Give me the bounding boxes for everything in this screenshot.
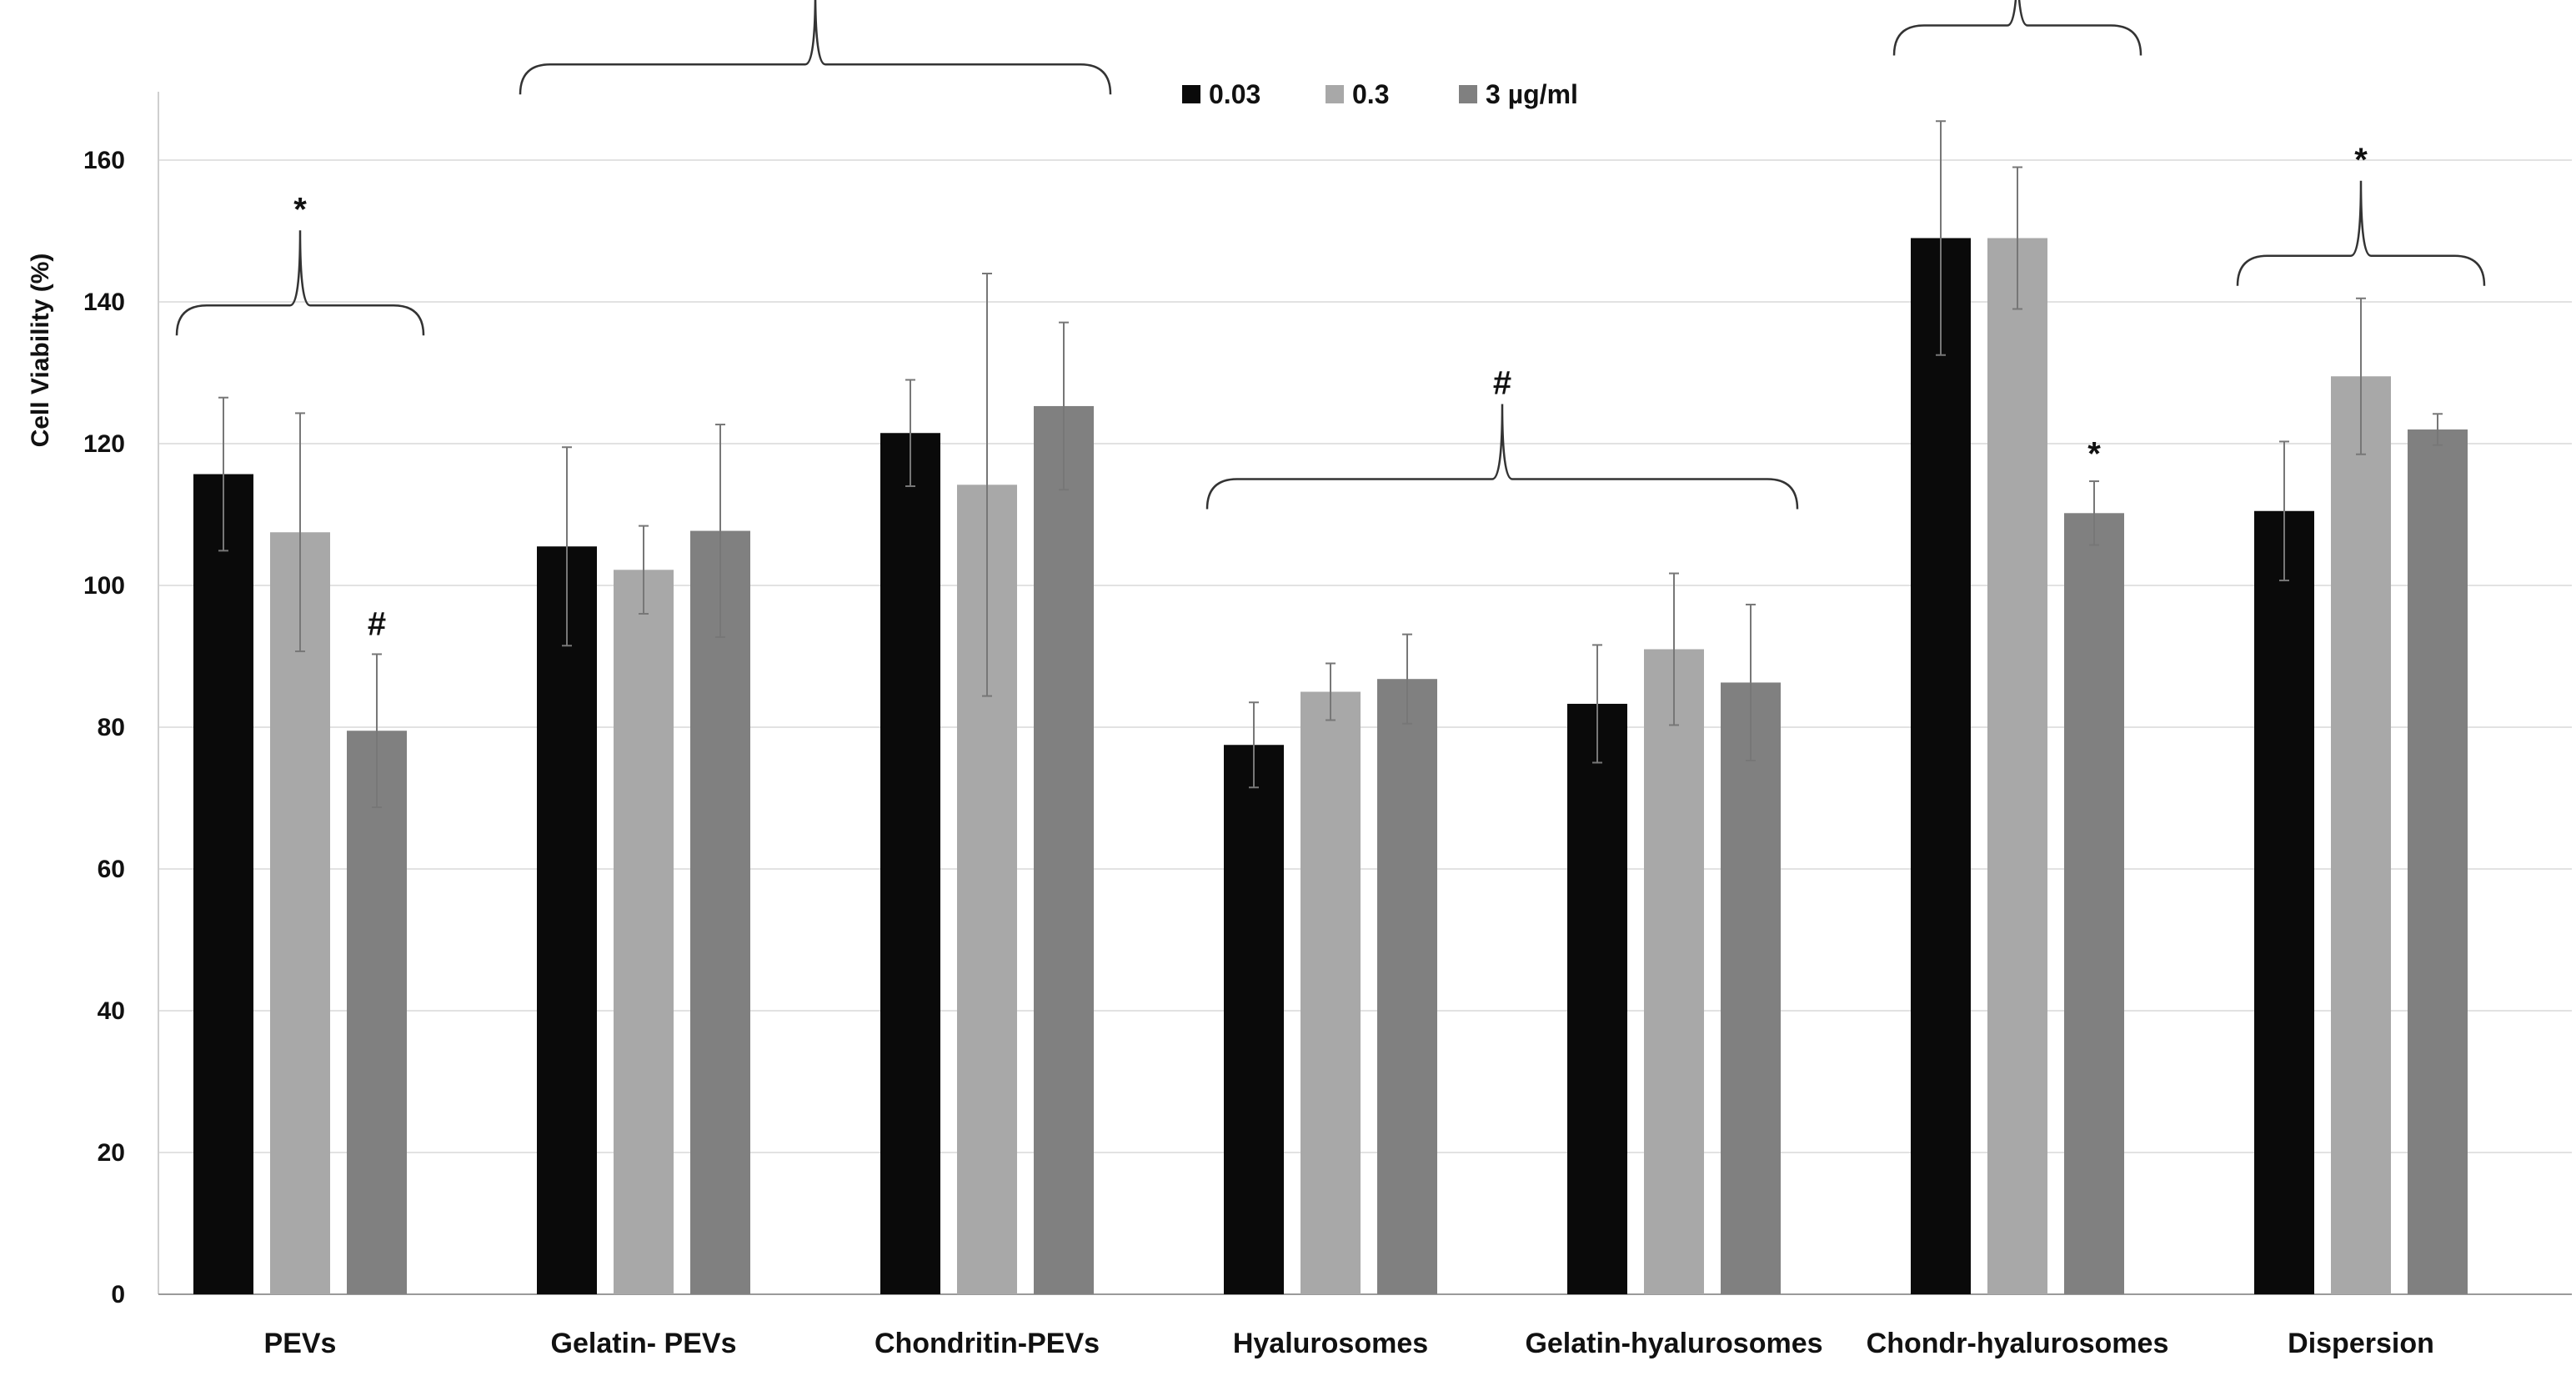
error-bars: [218, 120, 2443, 809]
legend-swatch: [1326, 85, 1344, 103]
legend-label: 0.3: [1352, 79, 1389, 109]
y-tick-label: 60: [98, 856, 125, 883]
axes: [158, 92, 2572, 1295]
bar: [1567, 703, 1627, 1294]
y-tick-label: 20: [98, 1139, 125, 1167]
significance-label: #: [368, 606, 386, 643]
significance-bracket: [2236, 180, 2486, 286]
category-label: Hyalurosomes: [1233, 1328, 1428, 1359]
y-axis-title: Cell Viability (%): [27, 254, 54, 448]
significance-label: *: [2354, 142, 2368, 178]
bar: [2064, 513, 2124, 1294]
bar: [270, 532, 330, 1294]
bars: [193, 238, 2468, 1295]
category-label: Chondr-hyalurosomes: [1867, 1328, 2169, 1359]
bar: [614, 570, 674, 1294]
legend-swatch: [1182, 85, 1200, 103]
legend: 0.03 0.3 3 µg/ml: [1182, 79, 1578, 109]
significance-label: *: [2087, 436, 2101, 473]
bar: [1644, 649, 1704, 1294]
bar: [2408, 429, 2468, 1294]
category-label: Gelatin- PEVs: [551, 1328, 737, 1359]
bar: [880, 433, 940, 1294]
significance-bracket: [1205, 404, 1799, 510]
category-label: Dispersion: [2288, 1328, 2434, 1359]
significance-annotations: *#*#°**: [175, 0, 2486, 643]
bar: [1034, 405, 1094, 1295]
bar: [2331, 376, 2391, 1294]
significance-bracket: [519, 0, 1112, 95]
legend-label: 3 µg/ml: [1486, 79, 1578, 109]
y-tick-label: 100: [83, 572, 125, 600]
bar: [1721, 682, 1781, 1294]
category-labels: PEVs Gelatin- PEVs Chondritin-PEVs Hyaluros…: [264, 1328, 2434, 1359]
bar: [1301, 691, 1361, 1294]
category-label: Chondritin-PEVs: [875, 1328, 1100, 1359]
significance-bracket: [1892, 0, 2142, 56]
bar: [1987, 238, 2047, 1294]
bar: [2254, 510, 2314, 1294]
gridlines: [158, 159, 2572, 1153]
significance-bracket: [175, 230, 425, 336]
y-tick-label: 140: [83, 289, 125, 316]
significance-label: *: [293, 191, 307, 228]
bar: [537, 546, 597, 1294]
bar: [193, 474, 253, 1294]
significance-label: #: [1493, 365, 1511, 402]
bar: [1377, 679, 1437, 1294]
bar: [347, 731, 407, 1294]
legend-swatch: [1459, 85, 1477, 103]
bar: [1911, 238, 1971, 1294]
y-tick-label: 40: [98, 997, 125, 1025]
y-tick-label: 160: [83, 147, 125, 174]
category-label: Gelatin-hyalurosomes: [1525, 1328, 1822, 1359]
y-tick-label: 120: [83, 430, 125, 458]
y-tick-labels: 0 20 40 60 80 100 120 140 160: [83, 147, 125, 1308]
bar: [1224, 745, 1284, 1294]
y-tick-label: 80: [98, 714, 125, 741]
legend-label: 0.03: [1209, 79, 1260, 109]
bar: [690, 530, 750, 1294]
category-label: PEVs: [264, 1328, 337, 1359]
y-tick-label: 0: [111, 1281, 125, 1308]
